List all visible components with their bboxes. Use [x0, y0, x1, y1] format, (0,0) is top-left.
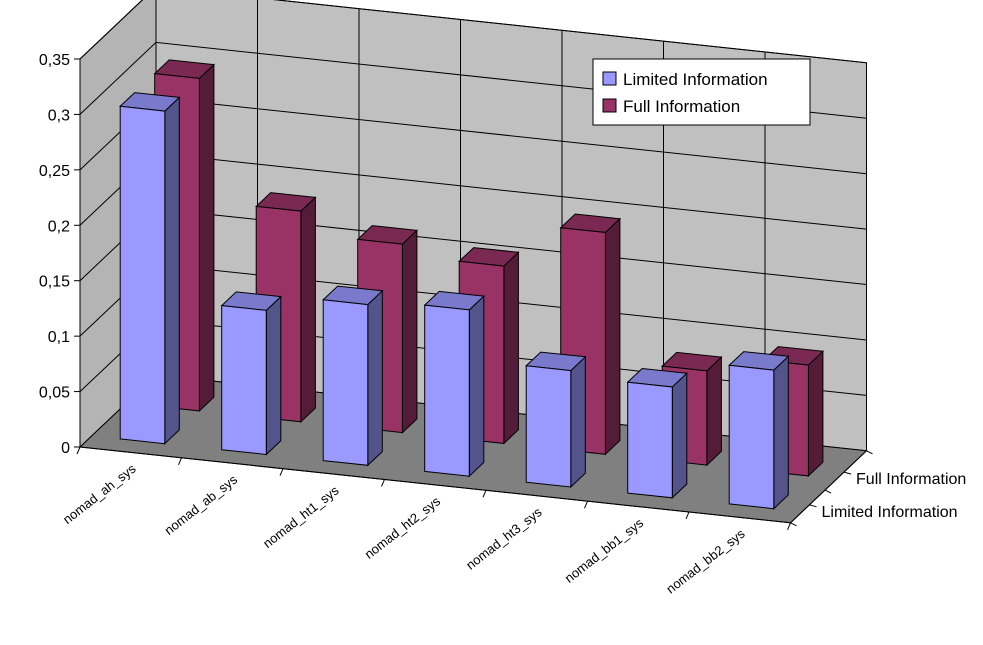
bar-side: [401, 229, 418, 434]
legend: Limited Information Full Information: [592, 58, 811, 126]
depth-tick-mark: [824, 489, 832, 494]
depth-tick-mark: [809, 504, 817, 508]
legend-swatch: [602, 98, 617, 113]
depth-tick-mark: [843, 471, 852, 475]
x-tick-mark: [76, 446, 81, 455]
bar-side: [570, 355, 586, 489]
depth-tick-mark: [866, 450, 873, 455]
bar-side: [164, 96, 180, 445]
bar-side: [468, 294, 485, 478]
y-tick-label: 0,15: [39, 274, 70, 291]
x-tick-mark: [381, 479, 385, 487]
x-tick-label: nomad_ab_sys: [161, 471, 240, 537]
bar-side: [300, 196, 316, 423]
legend-label: Limited Information: [623, 70, 768, 89]
x-tick-label: nomad_bb2_sys: [663, 526, 748, 597]
axes: [79, 59, 867, 524]
bar-limited-nomad_ab_sys: [220, 291, 282, 456]
bar-limited-nomad_bb1_sys: [626, 367, 688, 499]
bar-side: [503, 251, 519, 445]
bar-side: [198, 63, 215, 413]
gridline-h: [79, 0, 867, 64]
depth-tick-mark: [790, 522, 797, 527]
bar-front: [728, 364, 775, 510]
depth-axis-line: [790, 450, 867, 524]
legend-box: [592, 58, 811, 126]
depth-tick-label: Limited Information: [822, 504, 958, 521]
y-tick-label: 0,25: [39, 163, 70, 180]
bar-front: [525, 365, 572, 488]
x-tick-mark: [685, 511, 690, 520]
bar-side: [706, 355, 722, 467]
legend-label: Full Information: [623, 97, 740, 116]
y-tick-label: 0,1: [48, 329, 70, 346]
bar-front: [221, 305, 267, 456]
y-tick-label: 0: [61, 440, 70, 457]
legend-swatch: [602, 71, 617, 86]
depth-tick-label: Full Information: [856, 471, 966, 488]
bar-limited-nomad_ht3_sys: [525, 351, 587, 489]
bar-side: [367, 289, 383, 467]
x-axis-line: [79, 446, 791, 524]
bar-limited-nomad_ah_sys: [119, 92, 181, 445]
x-tick-label: nomad_ht2_sys: [362, 493, 444, 562]
bar-limited-nomad_ht1_sys: [322, 285, 384, 467]
bar-limited-nomad_bb2_sys: [728, 351, 790, 510]
bar-side: [773, 355, 789, 510]
y-tick-label: 0,3: [48, 107, 70, 124]
bar-limited-nomad_ht2_sys: [423, 290, 485, 478]
y-tick-label: 0,35: [39, 52, 70, 69]
x-tick-label: nomad_ah_sys: [60, 461, 139, 527]
x-tick-label: nomad_ht1_sys: [260, 482, 342, 551]
x-tick-mark: [279, 468, 284, 476]
x-tick-label: nomad_ht3_sys: [463, 504, 545, 573]
bar-side: [265, 295, 282, 456]
x-tick-mark: [178, 457, 182, 466]
bars: [119, 59, 825, 510]
x-tick-mark: [787, 522, 791, 531]
bar-front: [322, 299, 369, 466]
x-tick-mark: [482, 490, 487, 498]
bar-front: [424, 304, 470, 477]
depth-axis-ticks: Full Information Limited Information: [790, 450, 966, 527]
y-tick-label: 0,2: [48, 218, 70, 235]
bar-front: [119, 105, 166, 445]
bar-front: [627, 381, 673, 499]
x-tick-mark: [584, 500, 588, 509]
bar-side: [807, 350, 824, 478]
x-tick-label: nomad_bb1_sys: [562, 515, 647, 586]
bar-side: [671, 372, 688, 499]
y-tick-label: 0,05: [39, 385, 70, 402]
bar-side: [604, 217, 621, 456]
y-axis-ticks: 0 0,05 0,1 0,15 0,2 0,25 0,3 0,35: [39, 52, 80, 457]
